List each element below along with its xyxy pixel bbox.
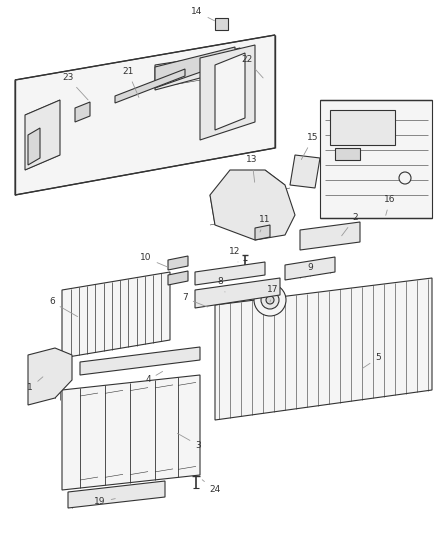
Polygon shape	[210, 170, 295, 240]
Text: 17: 17	[267, 286, 279, 302]
Polygon shape	[255, 225, 270, 240]
Polygon shape	[25, 100, 60, 170]
Text: 3: 3	[177, 433, 201, 449]
Polygon shape	[285, 257, 335, 280]
Text: 4: 4	[145, 372, 162, 384]
Polygon shape	[68, 481, 165, 508]
Text: 13: 13	[246, 156, 258, 182]
Polygon shape	[200, 45, 255, 140]
Text: 1: 1	[27, 377, 43, 392]
Polygon shape	[195, 278, 280, 308]
Polygon shape	[335, 148, 360, 160]
Text: 9: 9	[305, 263, 313, 278]
Polygon shape	[80, 347, 200, 375]
Text: 21: 21	[122, 68, 139, 98]
Polygon shape	[215, 18, 228, 30]
Polygon shape	[215, 278, 432, 420]
Polygon shape	[195, 262, 265, 285]
Text: 2: 2	[342, 214, 358, 236]
Polygon shape	[215, 53, 245, 130]
Circle shape	[266, 296, 274, 304]
Text: 11: 11	[259, 215, 271, 232]
Text: 7: 7	[182, 294, 208, 307]
Circle shape	[261, 291, 279, 309]
Text: 6: 6	[49, 297, 78, 317]
Polygon shape	[155, 47, 235, 88]
Text: 22: 22	[241, 55, 263, 78]
Text: 5: 5	[362, 353, 381, 368]
Text: 16: 16	[384, 196, 396, 215]
Polygon shape	[320, 100, 432, 218]
Polygon shape	[168, 271, 188, 285]
Polygon shape	[330, 110, 395, 145]
Text: 19: 19	[94, 497, 115, 506]
Polygon shape	[300, 222, 360, 250]
Polygon shape	[290, 155, 320, 188]
Polygon shape	[168, 256, 188, 270]
Polygon shape	[28, 128, 40, 165]
Text: 15: 15	[301, 133, 319, 159]
Text: 24: 24	[202, 480, 221, 495]
Polygon shape	[115, 69, 185, 103]
Text: 12: 12	[230, 247, 241, 262]
Text: 10: 10	[140, 254, 167, 267]
Polygon shape	[15, 35, 275, 195]
Polygon shape	[155, 48, 240, 90]
Polygon shape	[62, 272, 170, 358]
Polygon shape	[28, 348, 72, 405]
Polygon shape	[75, 102, 90, 122]
Circle shape	[399, 172, 411, 184]
Text: 14: 14	[191, 7, 215, 21]
Circle shape	[254, 284, 286, 316]
Polygon shape	[62, 375, 200, 490]
Text: 23: 23	[62, 74, 88, 100]
Text: 8: 8	[217, 278, 225, 292]
